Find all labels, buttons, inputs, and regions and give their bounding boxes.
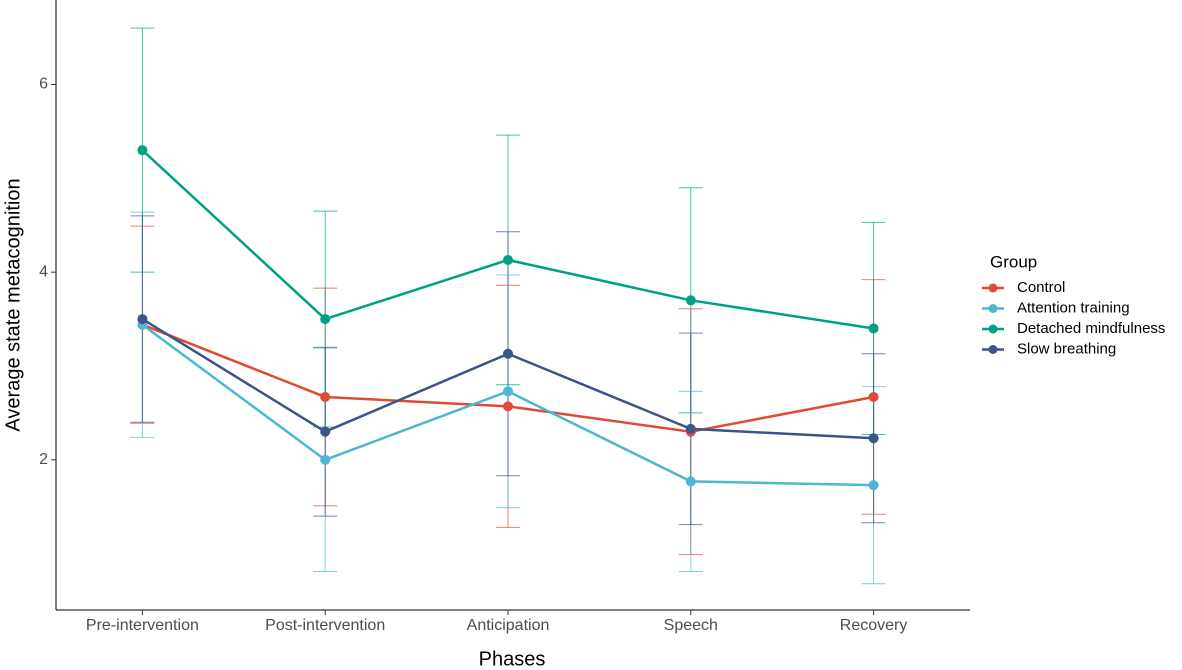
legend-label: Attention training xyxy=(1017,299,1130,316)
point xyxy=(868,433,879,444)
point xyxy=(320,454,331,465)
legend-title: Group xyxy=(990,252,1037,271)
point xyxy=(320,426,331,437)
y-axis-title: Average state metacognition xyxy=(2,178,24,431)
legend-marker xyxy=(988,283,998,293)
point xyxy=(685,476,696,487)
legend-label: Control xyxy=(1017,279,1065,296)
x-tick-label: Recovery xyxy=(840,617,908,634)
x-tick-label: Post-intervention xyxy=(265,617,385,634)
y-tick-label: 4 xyxy=(39,263,48,280)
y-tick-label: 6 xyxy=(39,76,48,93)
legend-label: Detached mindfulness xyxy=(1017,320,1165,337)
legend-label: Slow breathing xyxy=(1017,340,1116,357)
y-tick-label: 2 xyxy=(39,451,48,468)
x-axis-title: Phases xyxy=(479,648,546,670)
point xyxy=(868,391,879,402)
x-tick-label: Pre-intervention xyxy=(86,617,199,634)
legend-marker xyxy=(988,324,998,334)
point xyxy=(868,323,879,334)
point xyxy=(503,401,513,412)
legend-marker xyxy=(988,345,998,354)
point xyxy=(320,314,331,325)
point xyxy=(503,386,513,397)
point xyxy=(137,314,148,325)
legend-marker xyxy=(988,304,998,313)
point xyxy=(685,423,696,434)
point xyxy=(503,348,513,359)
point xyxy=(868,480,879,491)
point xyxy=(685,295,696,306)
x-tick-label: Anticipation xyxy=(467,617,550,634)
point xyxy=(320,391,331,402)
x-tick-label: Speech xyxy=(664,617,718,634)
point xyxy=(503,254,513,265)
point xyxy=(137,145,148,156)
